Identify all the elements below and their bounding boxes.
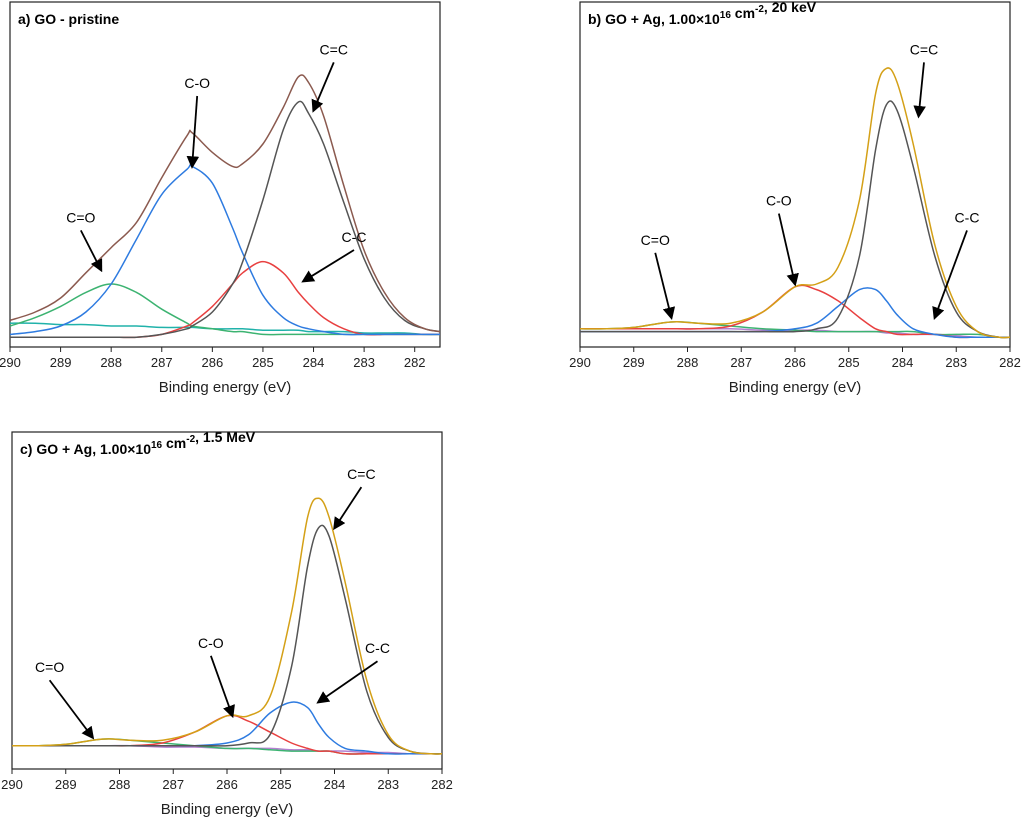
chart-c-xtick-label: 283 bbox=[377, 777, 399, 792]
chart-a-xtick-label: 288 bbox=[100, 355, 122, 370]
chart-b-xtick-label: 283 bbox=[945, 355, 967, 370]
chart-c-xtick-label: 290 bbox=[1, 777, 23, 792]
chart-b-peak-arrow bbox=[913, 62, 926, 119]
chart-b-xtick-label: 287 bbox=[730, 355, 752, 370]
chart-a-series-envelope bbox=[10, 74, 440, 333]
chart-c-peak-label: C-C bbox=[365, 640, 390, 656]
chart-a-xtick-label: 286 bbox=[202, 355, 224, 370]
chart-panel-c: c) GO + Ag, 1.00×1016 cm-2, 1.5 MeV 290 28… bbox=[0, 429, 460, 834]
chart-a-peak-arrow bbox=[80, 229, 103, 273]
chart-c-xtick-label: 287 bbox=[162, 777, 184, 792]
chart-b-peak-arrow bbox=[777, 213, 799, 287]
chart-a-xlabel: Binding energy (eV) bbox=[159, 379, 292, 396]
chart-b-xtick-label: 284 bbox=[892, 355, 914, 370]
chart-a-peak-arrow bbox=[301, 249, 355, 283]
chart-a-title: a) GO - pristine bbox=[18, 11, 119, 27]
chart-a-series-c-c bbox=[10, 260, 440, 339]
chart-a-xtick-label: 283 bbox=[353, 355, 375, 370]
chart-a-series-c-c bbox=[10, 100, 440, 339]
chart-b-xtick-label: 290 bbox=[569, 355, 591, 370]
chart-c-xtick-label: 289 bbox=[55, 777, 77, 792]
chart-a-xtick-label: 287 bbox=[151, 355, 173, 370]
chart-a-peak-label: C=C bbox=[320, 41, 348, 57]
chart-c-xtick-label: 288 bbox=[109, 777, 131, 792]
chart-c-peak-label: C=O bbox=[35, 659, 64, 675]
chart-b-xtick-label: 285 bbox=[838, 355, 860, 370]
chart-c-series-c-c bbox=[12, 524, 442, 755]
chart-a-peak-label: C-C bbox=[342, 229, 367, 245]
chart-a-peak-label: C=O bbox=[66, 209, 95, 225]
chart-a-series-c-o bbox=[10, 164, 440, 336]
chart-a-xtick-label: 284 bbox=[303, 355, 325, 370]
chart-b-xtick-label: 282 bbox=[999, 355, 1021, 370]
chart-c-series-envelope bbox=[12, 497, 442, 755]
chart-c-xtick-label: 282 bbox=[431, 777, 453, 792]
chart-c-peak-arrow bbox=[333, 486, 363, 531]
chart-c-peak-arrow bbox=[316, 660, 379, 704]
chart-b-xtick-label: 288 bbox=[677, 355, 699, 370]
chart-b-peak-label: C-C bbox=[955, 209, 980, 225]
chart-b-svg: b) GO + Ag, 1.00×1016 cm-2, 20 keV 290 289… bbox=[569, 0, 1021, 396]
chart-c-peak-arrow bbox=[210, 655, 235, 719]
chart-c-peak-arrow bbox=[48, 679, 95, 740]
chart-b-peak-label: C=O bbox=[641, 232, 670, 248]
chart-a-xtick-label: 282 bbox=[404, 355, 426, 370]
chart-c-xtick-label: 286 bbox=[216, 777, 238, 792]
chart-a-svg: a) GO - pristine 290 289 288 287 286 285 284 283… bbox=[0, 1, 441, 396]
chart-a-series-background bbox=[10, 322, 440, 336]
chart-b-series-envelope bbox=[580, 67, 1010, 339]
chart-c-svg: c) GO + Ag, 1.00×1016 cm-2, 1.5 MeV 290 28… bbox=[1, 429, 453, 818]
chart-b-peak-arrow bbox=[932, 230, 968, 320]
chart-b-peak-arrow bbox=[654, 252, 676, 321]
chart-b-title: b) GO + Ag, 1.00×1016 cm-2, 20 keV bbox=[588, 0, 817, 27]
chart-c-xtick-label: 284 bbox=[324, 777, 346, 792]
chart-c-peak-label: C-O bbox=[198, 635, 224, 651]
chart-a-peak-arrow bbox=[311, 62, 335, 113]
chart-b-peak-label: C=C bbox=[910, 41, 938, 57]
chart-a-xtick-label: 289 bbox=[50, 355, 72, 370]
chart-a-peak-arrow bbox=[186, 95, 200, 169]
chart-b-peak-label: C-O bbox=[766, 193, 792, 209]
chart-c-title: c) GO + Ag, 1.00×1016 cm-2, 1.5 MeV bbox=[20, 429, 256, 457]
chart-c-xtick-label: 285 bbox=[270, 777, 292, 792]
chart-a-peak-label: C-O bbox=[184, 75, 210, 91]
chart-b-xtick-label: 286 bbox=[784, 355, 806, 370]
chart-b-series-c-c bbox=[580, 100, 1010, 339]
chart-b-xlabel: Binding energy (eV) bbox=[729, 379, 862, 396]
chart-b-xtick-label: 289 bbox=[623, 355, 645, 370]
chart-a-xtick-label: 290 bbox=[0, 355, 21, 370]
chart-c-xlabel: Binding energy (eV) bbox=[161, 801, 294, 818]
chart-a-xtick-label: 285 bbox=[252, 355, 274, 370]
chart-c-peak-label: C=C bbox=[347, 466, 375, 482]
chart-panel-b: b) GO + Ag, 1.00×1016 cm-2, 20 keV 290 289… bbox=[569, 0, 1024, 410]
chart-panel-a: a) GO - pristine 290 289 288 287 286 285 284 283… bbox=[0, 0, 460, 410]
chart-b-frame bbox=[579, 1, 1011, 348]
chart-a-frame bbox=[9, 1, 441, 348]
